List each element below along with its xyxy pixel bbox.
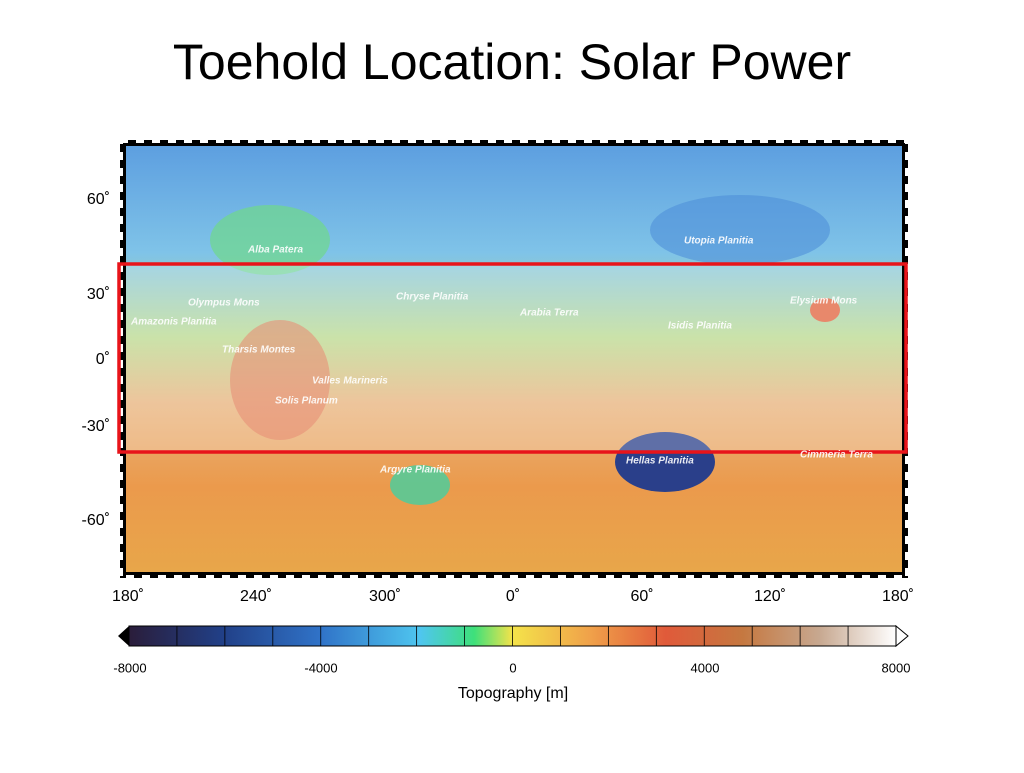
place-label: Chryse Planitia — [396, 292, 469, 303]
place-label: Utopia Planitia — [684, 236, 754, 247]
colorbar-tick-label: 4000 — [691, 660, 720, 675]
lon-label: 300˚ — [369, 588, 401, 605]
terrain — [390, 465, 450, 505]
colorbar-arrow — [118, 626, 129, 646]
lat-label: 60˚ — [87, 191, 110, 208]
lon-label: 60˚ — [630, 588, 653, 605]
lat-label: -30˚ — [82, 418, 110, 435]
colorbar-tick-label: -4000 — [304, 660, 337, 675]
place-label: Alba Patera — [247, 245, 303, 256]
colorbar-dividers — [176, 626, 849, 646]
highlight-band — [126, 264, 902, 452]
solar-region — [117, 262, 908, 454]
place-label: Arabia Terra — [519, 308, 579, 319]
place-label: Hellas Planitia — [626, 456, 694, 467]
colorbar-title: Topography [m] — [458, 685, 568, 702]
map-border — [117, 137, 911, 581]
terrain — [810, 298, 840, 322]
lat-label: 0˚ — [96, 351, 110, 368]
place-label: Tharsis Montes — [222, 345, 296, 356]
lon-label: 0˚ — [506, 588, 520, 605]
lon-label: 120˚ — [754, 588, 786, 605]
terrain — [615, 432, 715, 492]
lon-label: 180˚ — [112, 588, 144, 605]
colorbar: -8000 -4000 0 4000 8000 Topography [m] — [113, 624, 911, 702]
lon-label: 240˚ — [240, 588, 272, 605]
lat-label: 30˚ — [87, 286, 110, 303]
slide-title: Toehold Location: Solar Power — [173, 34, 851, 90]
terrain — [210, 205, 330, 275]
colorbar-tick-label: 0 — [509, 660, 516, 675]
map: Alba Patera Olympus Mons Amazonis Planit… — [82, 137, 914, 605]
lon-label: 180˚ — [882, 588, 914, 605]
place-label: Isidis Planitia — [668, 321, 732, 332]
place-label: Cimmeria Terra — [800, 450, 873, 461]
place-label: Argyre Planitia — [379, 465, 451, 476]
terrain — [650, 195, 830, 265]
lat-label: -60˚ — [82, 512, 110, 529]
place-label: Elysium Mons — [790, 296, 858, 307]
place-label: Amazonis Planitia — [130, 317, 217, 328]
place-label: Solis Planum — [275, 396, 338, 407]
terrain — [230, 320, 330, 440]
colorbar-tick-label: -8000 — [113, 660, 146, 675]
colorbar-arrow — [895, 624, 909, 648]
colorbar-tick-label: 8000 — [882, 660, 911, 675]
place-label: Olympus Mons — [188, 298, 260, 309]
place-label: Valles Marineris — [312, 376, 388, 387]
